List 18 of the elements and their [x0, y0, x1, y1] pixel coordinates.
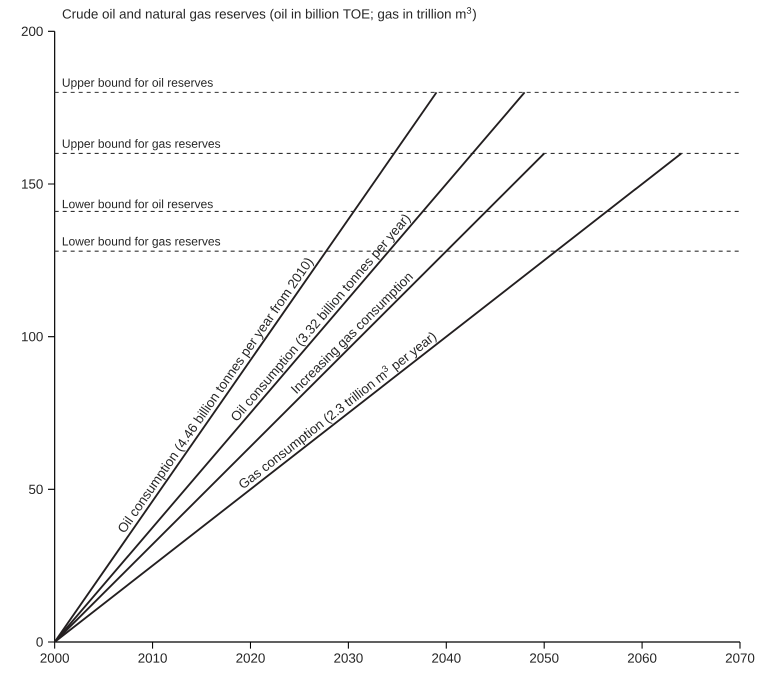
x-tick-label: 2070: [726, 653, 754, 663]
chart-title: Crude oil and natural gas reserves (oil in billion TOE; gas in trillion m$^{3}$): [62, 7, 476, 22]
x-tick-label: 2040: [432, 653, 461, 663]
ref-line-label: Lower bound for gas reserves: [62, 236, 220, 248]
y-tick-label: 150: [22, 179, 43, 189]
x-tick-label: 2020: [236, 653, 265, 663]
x-tick-label: 2050: [530, 653, 558, 663]
x-tick-label: 2010: [138, 653, 167, 663]
x-tick-label: 2030: [334, 653, 363, 663]
ref-line-label: Upper bound for oil reserves: [62, 78, 213, 90]
ref-line-label: Upper bound for gas reserves: [62, 139, 220, 150]
ref-line-label: Lower bound for oil reserves: [62, 199, 213, 208]
y-tick-label: 200: [22, 26, 43, 36]
x-tick-label: 2060: [628, 653, 656, 663]
y-tick-label: 100: [22, 332, 43, 342]
y-tick-label: 0: [36, 637, 43, 647]
y-tick-label: 50: [29, 484, 43, 494]
x-tick-label: 2000: [40, 653, 69, 663]
